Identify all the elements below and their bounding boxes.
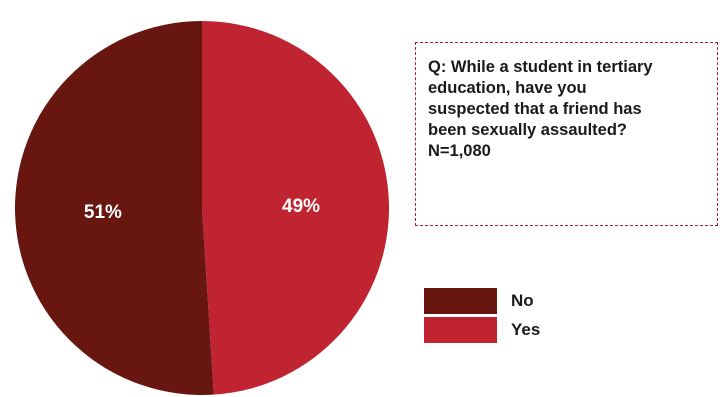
legend-item-yes: Yes (424, 317, 540, 343)
legend-label-yes: Yes (511, 320, 541, 339)
question-label: Q: While a student in tertiary education… (428, 58, 653, 139)
legend-label-no: No (511, 291, 534, 310)
sample-size: N=1,080 (428, 142, 491, 160)
slice-label-no: 51% (84, 202, 122, 223)
question-box: Q: While a student in tertiary education… (415, 42, 718, 226)
pie-slice-yes (202, 21, 390, 395)
slice-label-yes: 49% (282, 196, 320, 217)
pie-chart: 49% 51% (15, 21, 390, 395)
legend-item-no: No (424, 288, 540, 314)
legend-swatch-no (424, 288, 497, 314)
question-text: Q: While a student in tertiary education… (428, 57, 658, 162)
legend: No Yes (424, 288, 540, 346)
legend-swatch-yes (424, 317, 497, 343)
pie-slice-no (15, 21, 214, 395)
